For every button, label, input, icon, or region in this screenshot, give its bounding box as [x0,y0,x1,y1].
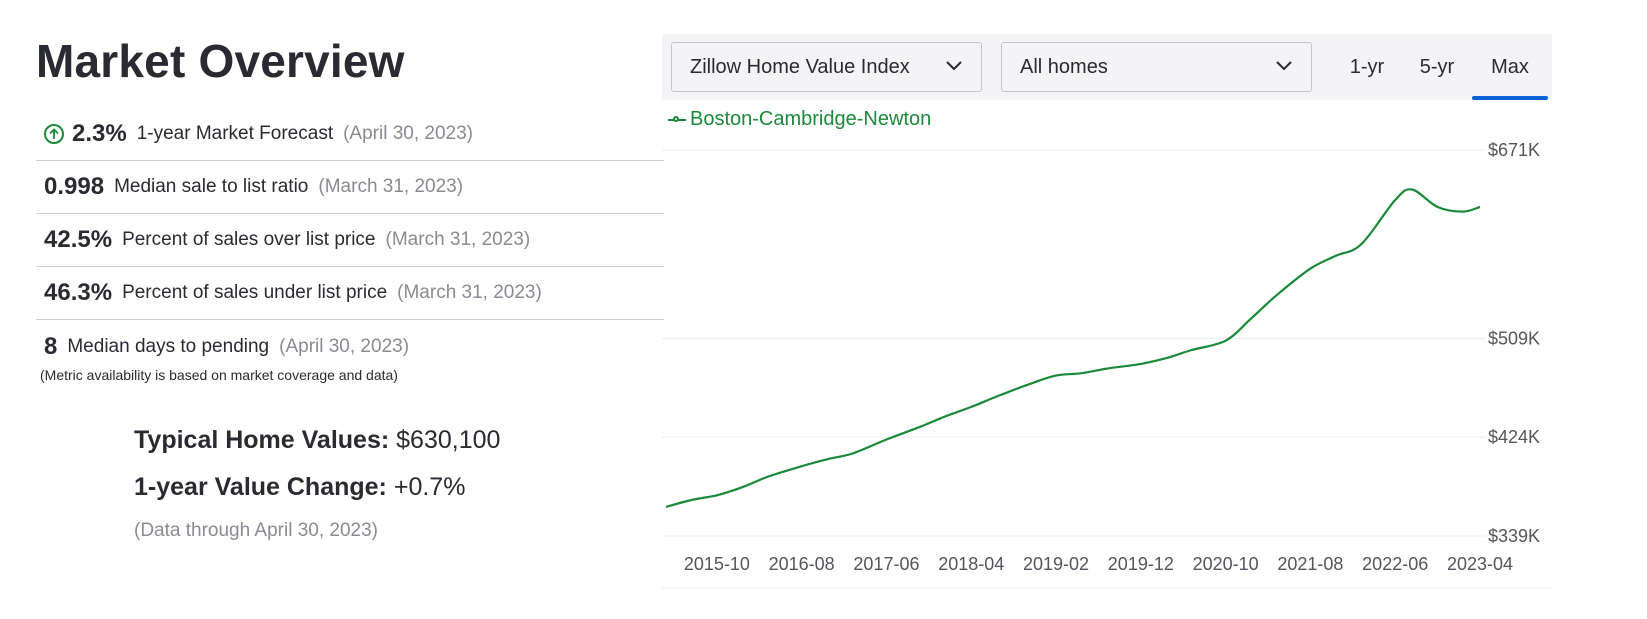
metric-value: 0.998 [44,173,105,200]
metric-date: (March 31, 2023) [397,282,542,303]
metric-label: Percent of sales over list price [122,229,376,250]
value-change-amount: +0.7% [393,473,466,501]
metric-date: (March 31, 2023) [318,176,464,197]
metric-value: 8 [44,332,58,360]
home-type-select[interactable]: All homes [1001,42,1312,92]
metric-label: Percent of sales under list price [122,282,388,303]
x-tick-label: 2020-10 [1193,554,1259,574]
x-tick-label: 2022-06 [1362,554,1428,574]
metric-under-list: 46.3% Percent of sales under list price … [36,267,664,320]
x-tick-label: 2015-10 [684,554,750,574]
metric-date: (April 30, 2023) [279,335,410,357]
index-select[interactable]: Zillow Home Value Index [671,42,982,92]
arrow-up-circle-icon [44,124,64,144]
tab-1-yr[interactable]: 1-yr [1349,55,1385,78]
value-change-row: 1-year Value Change: +0.7% [134,473,654,502]
metric-label: 1-year Market Forecast [136,123,334,144]
y-tick-label: $339K [1488,526,1540,546]
typical-value-amount: $630,100 [396,426,501,454]
metric-over-list: 42.5% Percent of sales over list price (… [36,214,664,267]
metric-days-to-pending: 8 Median days to pending (April 30, 2023… [36,320,664,373]
typical-value-row: Typical Home Values: $630,100 [134,426,654,455]
home-type-select-value: All homes [1020,55,1108,78]
chart-plot: $671K $509K $424K $339K 2015-10 2016-08 2017-0… [662,140,1552,589]
x-tick-label: 2019-12 [1108,554,1174,574]
data-through-note: (Data through April 30, 2023) [134,520,378,541]
metric-availability-note: (Metric availability is based on market … [40,367,398,383]
chart-legend: Boston-Cambridge-Newton [668,108,931,131]
page-title: Market Overview [36,35,405,87]
metric-forecast: 2.3% 1-year Market Forecast (April 30, 2… [36,108,664,161]
chart-panel: Zillow Home Value Index All homes 1-yr 5… [662,34,1552,594]
x-tick-label: 2023-04 [1447,554,1513,574]
y-tick-label: $424K [1488,427,1540,447]
metric-value: 46.3% [44,279,113,306]
y-tick-label: $509K [1488,328,1540,348]
y-tick-label: $671K [1488,140,1540,160]
legend-line-marker-icon [668,115,686,125]
chevron-down-icon [946,61,962,71]
x-tick-label: 2021-08 [1277,554,1343,574]
metric-value: 2.3% [72,120,127,147]
metric-date: (April 30, 2023) [343,123,474,144]
chart-toolbar: Zillow Home Value Index All homes 1-yr 5… [662,34,1552,100]
index-select-value: Zillow Home Value Index [690,55,910,78]
metric-label: Median days to pending [67,335,270,357]
chevron-down-icon [1276,61,1292,71]
metric-label: Median sale to list ratio [114,176,309,197]
metric-date: (March 31, 2023) [385,229,531,250]
typical-home-values: Typical Home Values: $630,100 1-year Val… [134,426,654,542]
home-value-chart: Boston-Cambridge-Newton $671K $509K $424K $… [662,100,1552,594]
typical-value-label: Typical Home Values: [134,426,390,454]
metric-sale-to-list: 0.998 Median sale to list ratio (March 3… [36,161,664,214]
tab-5-yr[interactable]: 5-yr [1419,55,1455,78]
legend-series-name: Boston-Cambridge-Newton [690,108,932,130]
metric-value: 42.5% [44,226,113,253]
value-change-label: 1-year Value Change: [134,473,387,501]
series-line-boston-cambridge-newton [665,188,1481,508]
metrics-list: 2.3% 1-year Market Forecast (April 30, 2… [36,108,664,373]
tab-max[interactable]: Max [1472,34,1548,100]
x-tick-label: 2017-06 [853,554,919,574]
x-tick-label: 2018-04 [938,554,1004,574]
x-tick-label: 2019-02 [1023,554,1089,574]
x-tick-label: 2016-08 [769,554,835,574]
